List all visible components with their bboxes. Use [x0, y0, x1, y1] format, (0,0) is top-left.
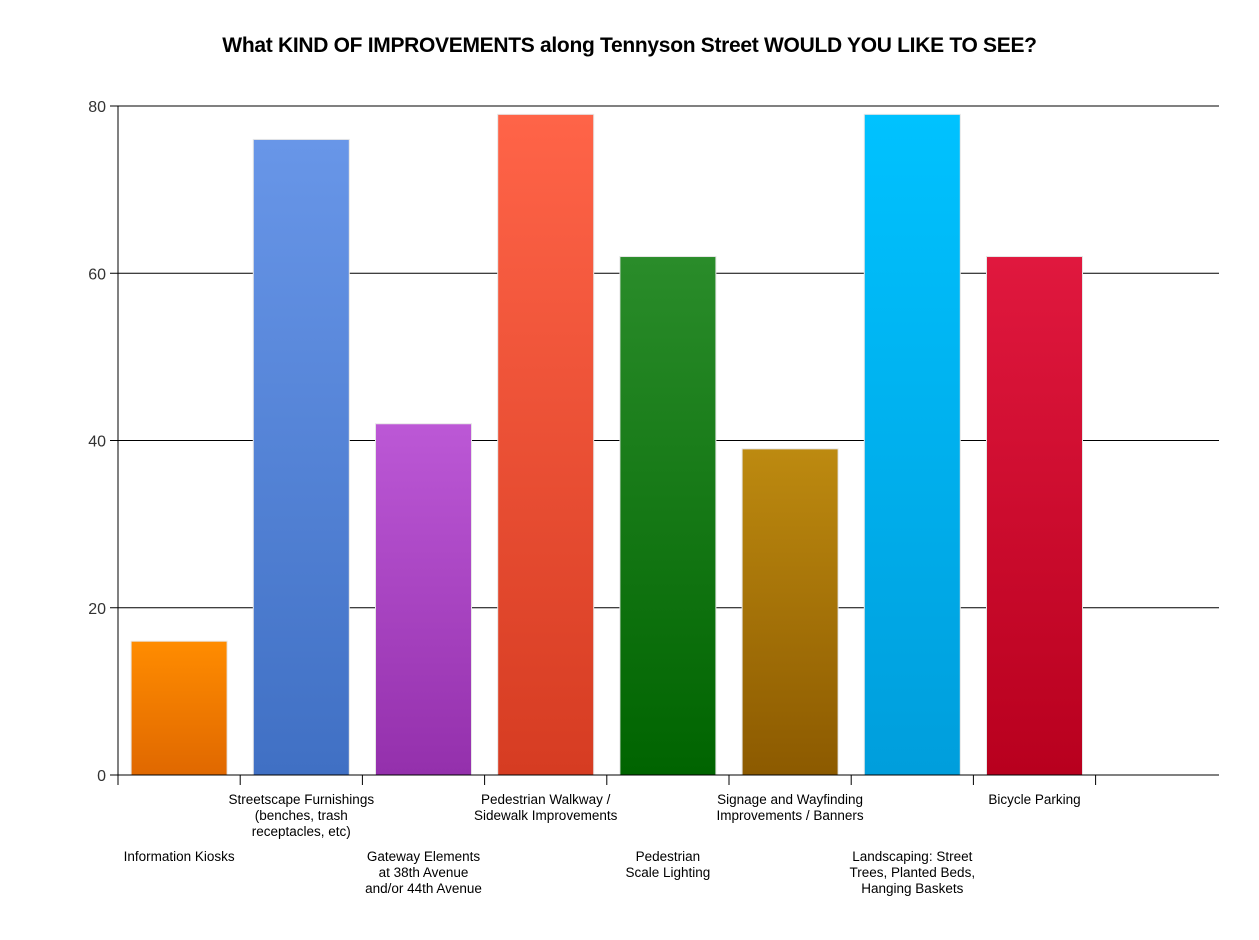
x-category-labels: Information Kiosks Streetscape Furnishing…: [124, 792, 1081, 896]
bar: [986, 256, 1083, 776]
bars: [130, 113, 1083, 776]
bar: [497, 113, 595, 776]
x-category-label: Pedestrian Scale Lighting: [625, 849, 710, 880]
chart-title: What KIND OF IMPROVEMENTS along Tennyson…: [222, 34, 1037, 57]
x-category-label: Bicycle Parking: [988, 792, 1080, 807]
bar: [252, 138, 350, 776]
x-category-label: Gateway Elements at 38th Avenue and/or 44t…: [365, 849, 482, 896]
bar: [375, 423, 472, 776]
y-tick-label: 40: [88, 434, 106, 451]
y-tick-labels: 0 20 40 60 80: [88, 99, 106, 785]
x-category-label: Signage and Wayfinding Improvements / Ban…: [717, 792, 864, 823]
y-tick-label: 0: [97, 768, 106, 785]
bar: [741, 448, 839, 776]
x-category-label: Information Kiosks: [124, 849, 235, 864]
y-tick-label: 80: [88, 99, 106, 116]
x-category-label: Landscaping: Street Trees, Planted Beds, H…: [850, 849, 976, 896]
x-category-label: Streetscape Furnishings (benches, trash re…: [229, 792, 375, 839]
axes: [110, 105, 1219, 785]
bar: [863, 113, 961, 776]
bar: [619, 256, 717, 776]
y-tick-label: 20: [88, 601, 106, 618]
y-tick-label: 60: [88, 266, 106, 283]
x-category-label: Pedestrian Walkway / Sidewalk Improvement…: [474, 792, 618, 823]
bar: [130, 640, 228, 776]
